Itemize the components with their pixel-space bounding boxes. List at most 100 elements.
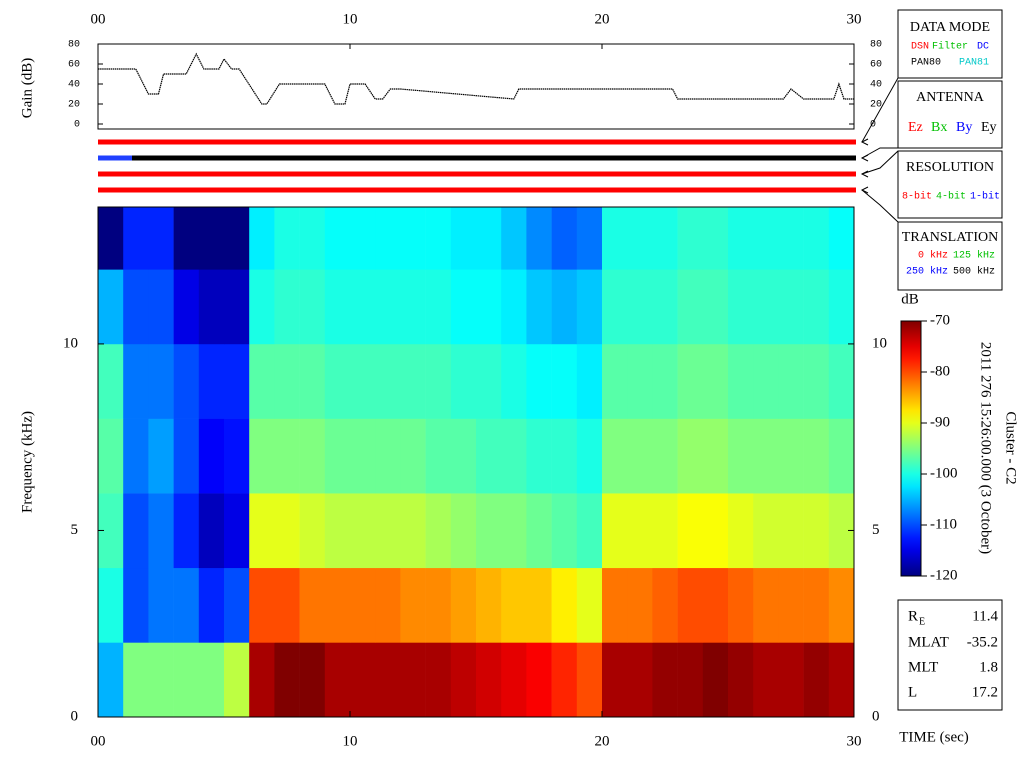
cell <box>274 493 300 569</box>
cell <box>299 642 326 718</box>
cell <box>627 207 653 270</box>
cell <box>551 493 578 569</box>
cell <box>224 567 250 643</box>
colorbar-tick-label: -90 <box>930 414 950 430</box>
cell <box>728 269 754 345</box>
cell <box>677 343 704 419</box>
cell <box>224 418 250 494</box>
cell <box>677 567 704 643</box>
cell <box>652 343 678 419</box>
cell <box>602 493 628 569</box>
cell <box>778 343 804 419</box>
cell <box>803 207 830 270</box>
cell <box>476 567 502 643</box>
cell <box>551 343 578 419</box>
cell <box>677 269 704 345</box>
y-tick-label: 60 <box>870 60 882 71</box>
cell <box>602 269 628 345</box>
x-axis-label: TIME (sec) <box>899 729 969 745</box>
cell <box>425 642 452 718</box>
cell <box>274 207 300 270</box>
cell <box>425 343 452 419</box>
y-tick-label: 0 <box>872 708 880 724</box>
panel-title: RESOLUTION <box>906 160 994 175</box>
panel-title: TRANSLATION <box>902 230 998 245</box>
cell <box>627 418 653 494</box>
cell <box>576 567 603 643</box>
cell <box>249 207 275 270</box>
cell <box>501 567 527 643</box>
cell <box>702 567 729 643</box>
colorbar-tick-label: -70 <box>930 312 950 328</box>
spectrogram-frame <box>97 206 855 718</box>
cell <box>450 567 477 643</box>
x-tick-label: 10 <box>343 11 358 27</box>
cell <box>652 418 678 494</box>
cell <box>148 343 174 419</box>
y-tick-label: 10 <box>63 335 78 351</box>
cell <box>828 642 855 718</box>
cell <box>299 269 326 345</box>
cell <box>375 418 401 494</box>
cell <box>501 343 527 419</box>
cell <box>324 493 351 569</box>
cell <box>98 642 124 718</box>
cell <box>501 418 527 494</box>
panel-box <box>897 9 1003 79</box>
cell <box>198 269 225 345</box>
cell <box>526 269 552 345</box>
panel-item: 500 kHz <box>953 266 995 278</box>
cell <box>677 493 704 569</box>
cell <box>602 418 628 494</box>
panel-item: 1-bit <box>970 191 1000 203</box>
cell <box>299 567 326 643</box>
cell <box>148 493 174 569</box>
cell <box>627 493 653 569</box>
cell <box>702 493 729 569</box>
cell <box>224 343 250 419</box>
cell <box>274 642 300 718</box>
cell <box>627 269 653 345</box>
cell <box>652 269 678 345</box>
y-tick-label: 60 <box>68 60 80 71</box>
y-tick-label: 80 <box>870 40 882 51</box>
info-label: L <box>908 684 917 700</box>
cell <box>450 207 477 270</box>
cell <box>425 207 452 270</box>
cell <box>501 493 527 569</box>
cell <box>778 642 804 718</box>
y-tick-label: 40 <box>870 80 882 91</box>
cell <box>173 493 200 569</box>
cell <box>173 269 200 345</box>
cell <box>753 343 779 419</box>
panel-item: DSN <box>911 42 929 53</box>
cell <box>299 207 326 270</box>
cell <box>425 418 452 494</box>
cell <box>173 343 200 419</box>
cell <box>450 269 477 345</box>
cell <box>173 642 200 718</box>
cell <box>249 493 275 569</box>
x-tick-label: 00 <box>91 11 106 27</box>
cell <box>375 567 401 643</box>
cell <box>400 269 426 345</box>
x-tick-label: 20 <box>595 733 610 749</box>
cell <box>173 207 200 270</box>
cell <box>324 418 351 494</box>
arrowhead <box>860 154 869 162</box>
cell <box>375 642 401 718</box>
panel-box <box>897 80 1003 149</box>
y-tick-label: 0 <box>74 120 80 131</box>
y-tick-label: 20 <box>870 100 882 111</box>
cell <box>828 269 855 345</box>
connector <box>861 77 899 143</box>
cell <box>602 642 628 718</box>
cell <box>274 343 300 419</box>
cell <box>702 418 729 494</box>
cell <box>778 269 804 345</box>
cell <box>602 207 628 270</box>
y-axis-label: Frequency (kHz) <box>19 411 35 513</box>
cell <box>425 493 452 569</box>
cell <box>98 418 124 494</box>
cell <box>526 207 552 270</box>
